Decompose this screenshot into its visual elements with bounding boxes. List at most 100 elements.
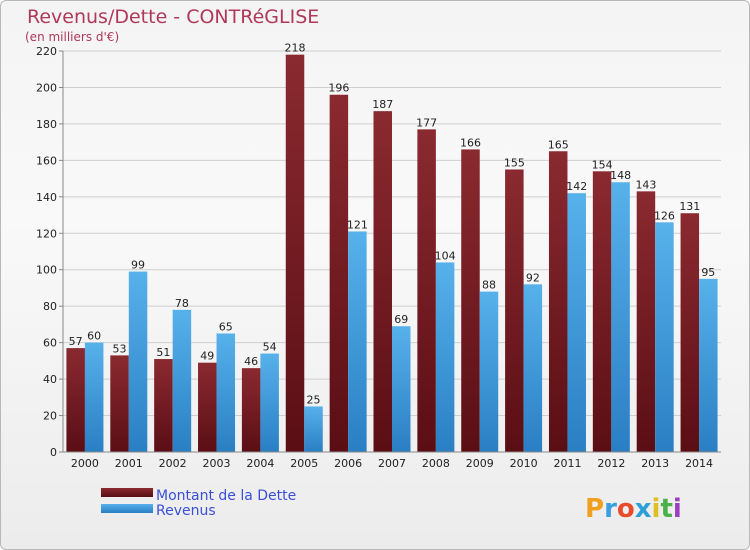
data-label-revenus-2012: 148 (610, 169, 631, 182)
y-axis-ticks: 0 20 40 60 80 100 120 140 160 180 200 220 (36, 45, 63, 459)
bar-debt-2009 (461, 149, 480, 452)
bar-debt-2014 (680, 213, 700, 452)
data-label-debt-2013: 143 (635, 178, 656, 191)
y-tick-label: 140 (36, 191, 57, 204)
data-label-revenus-2004: 54 (263, 341, 277, 354)
bar-revenus-2000 (84, 342, 104, 452)
y-tick-label: 100 (36, 264, 57, 277)
logo-letter: t (660, 494, 672, 524)
x-tick-label: 2013 (641, 457, 669, 470)
chart-subtitle: (en milliers d'€) (25, 30, 119, 44)
x-tick-label: 2009 (466, 457, 494, 470)
logo-letter: P (585, 494, 604, 524)
data-label-debt-2008: 177 (416, 116, 437, 129)
data-labels: 57 60 53 99 51 78 49 65 46 54 218 25 196 121 187 69 177 1… (69, 42, 716, 407)
logo-letter: i (652, 494, 661, 524)
bar-revenus-2006 (348, 231, 367, 452)
y-tick-label: 0 (50, 446, 57, 459)
y-tick-label: 80 (43, 300, 57, 313)
bar-debt-2004 (241, 368, 261, 452)
y-tick-label: 180 (36, 118, 57, 131)
data-label-debt-2010: 155 (504, 156, 525, 169)
bar-revenus-2003 (216, 333, 236, 452)
bar-revenus-2008 (435, 262, 455, 452)
x-tick-label: 2000 (71, 457, 99, 470)
data-label-debt-2002: 51 (156, 346, 170, 359)
bar-debt-2011 (548, 151, 568, 452)
bar-revenus-2005 (304, 406, 323, 452)
x-tick-label: 2012 (597, 457, 625, 470)
chart-title: Revenus/Dette - CONTRéGLISE (27, 6, 319, 28)
data-label-debt-2011: 165 (548, 138, 569, 151)
legend: Montant de la Dette Revenus (101, 488, 296, 519)
bar-revenus-2009 (479, 291, 499, 452)
data-label-debt-2007: 187 (372, 98, 393, 111)
x-tick-label: 2008 (422, 457, 450, 470)
bar-revenus-2014 (699, 278, 718, 452)
x-tick-label: 2006 (334, 457, 362, 470)
bar-debt-2013 (636, 191, 656, 452)
x-tick-label: 2001 (115, 457, 143, 470)
bar-debt-2005 (285, 54, 305, 453)
bar-debt-2012 (592, 171, 612, 453)
bar-debt-2003 (198, 362, 217, 452)
bar-revenus-2012 (611, 182, 630, 452)
data-label-revenus-2007: 69 (394, 313, 408, 326)
x-axis-ticks: 2000 2001 2002 2003 2004 2005 2006 2007 2008 2009… (71, 457, 713, 470)
legend-label-debt: Montant de la Dette (156, 488, 296, 504)
data-label-revenus-2000: 60 (87, 330, 101, 343)
bar-revenus-2011 (567, 193, 586, 452)
legend-swatch-debt (101, 488, 153, 497)
data-label-debt-2005: 218 (285, 42, 306, 55)
bar-debt-2000 (66, 348, 85, 452)
logo-letter: r (604, 494, 617, 524)
y-tick-label: 200 (36, 81, 57, 94)
x-tick-label: 2002 (159, 457, 187, 470)
y-tick-label: 20 (43, 410, 57, 423)
data-label-revenus-2011: 142 (566, 180, 587, 193)
bar-debt-2001 (110, 355, 129, 452)
data-label-debt-2014: 131 (679, 200, 700, 213)
logo-text: Proxiti (585, 494, 682, 524)
x-tick-label: 2007 (378, 457, 406, 470)
legend-label-revenus: Revenus (156, 503, 216, 519)
data-label-revenus-2001: 99 (131, 259, 145, 272)
bars (66, 54, 718, 453)
bar-revenus-2004 (260, 353, 279, 452)
data-label-revenus-2005: 25 (307, 393, 321, 406)
data-label-revenus-2006: 121 (347, 218, 368, 231)
x-tick-label: 2004 (246, 457, 274, 470)
data-label-revenus-2014: 95 (701, 266, 715, 279)
x-tick-label: 2014 (685, 457, 713, 470)
bar-revenus-2013 (655, 222, 674, 452)
y-tick-label: 40 (43, 373, 57, 386)
proxiti-logo: Proxiti (585, 494, 682, 524)
bar-revenus-2007 (392, 326, 411, 452)
x-tick-label: 2011 (553, 457, 581, 470)
data-label-revenus-2009: 88 (482, 279, 496, 292)
bar-debt-2002 (154, 359, 173, 452)
data-label-debt-2001: 53 (113, 342, 127, 355)
bar-debt-2007 (373, 111, 392, 453)
data-label-debt-2000: 57 (69, 335, 83, 348)
x-tick-label: 2010 (510, 457, 538, 470)
logo-letter: x (635, 494, 652, 524)
data-label-revenus-2003: 65 (219, 321, 233, 334)
bar-revenus-2001 (128, 271, 148, 452)
bar-debt-2006 (329, 94, 349, 452)
legend-swatch-revenus (101, 504, 153, 513)
bar-debt-2008 (417, 129, 436, 453)
data-label-debt-2006: 196 (328, 82, 349, 95)
logo-letter: o (617, 494, 635, 524)
x-tick-label: 2005 (290, 457, 318, 470)
bar-debt-2010 (505, 169, 524, 452)
logo-letter: i (673, 494, 682, 524)
data-label-revenus-2002: 78 (175, 297, 189, 310)
data-label-debt-2009: 166 (460, 136, 481, 149)
x-tick-label: 2003 (203, 457, 231, 470)
data-label-revenus-2008: 104 (435, 249, 456, 262)
data-label-debt-2004: 46 (244, 355, 258, 368)
y-tick-label: 220 (36, 45, 57, 58)
